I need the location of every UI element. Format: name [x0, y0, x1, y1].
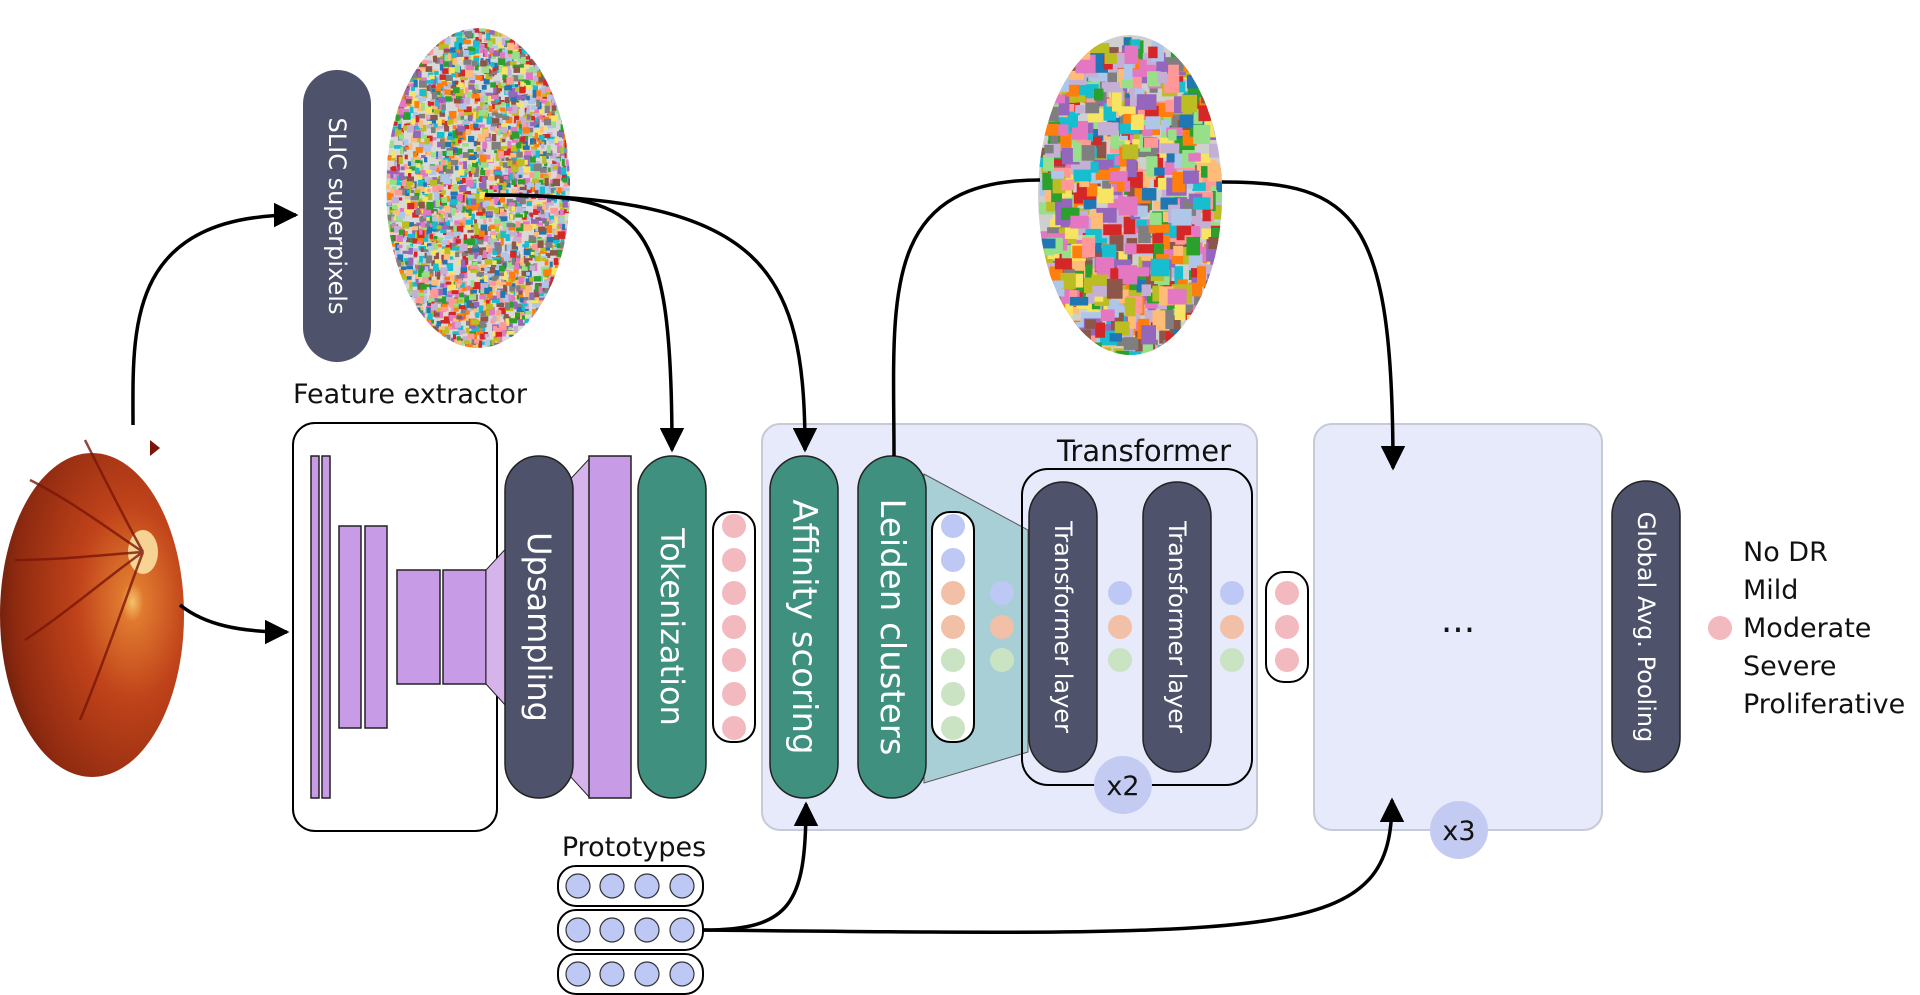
- prototype-rows: [557, 865, 704, 995]
- transformer-layer-2-label: Transformer layer: [1163, 520, 1191, 733]
- transformer-label: Transformer: [1056, 434, 1231, 468]
- arrow-fundus-to-slic: [131, 202, 299, 426]
- pooled-tokens-2: [1108, 581, 1132, 672]
- global-avg-pooling-block: [1611, 480, 1681, 773]
- prototypes-label: Prototypes: [562, 832, 706, 863]
- x3-label: x3: [1442, 816, 1475, 847]
- global-avg-pooling-label: Global Avg. Pooling: [1632, 512, 1660, 743]
- slic-block: [303, 70, 371, 362]
- arrow-leiden-to-cluster-image: [891, 178, 1041, 457]
- pink-tokens: [722, 514, 746, 740]
- upsampling-block: [504, 455, 574, 799]
- superpixel-segmentation-image: [386, 28, 570, 348]
- encoder-layers: [310, 455, 487, 799]
- x2-label: x2: [1106, 771, 1139, 802]
- class-label: Moderate: [1743, 613, 1871, 644]
- class-label: Mild: [1743, 575, 1798, 606]
- slic-label: SLIC superpixels: [323, 118, 351, 315]
- x3-badge: [1430, 801, 1488, 859]
- transformer-layer-2: [1142, 481, 1212, 773]
- pooled-tokens-3: [1220, 581, 1244, 672]
- ellipsis: ...: [1441, 600, 1475, 641]
- arrow-prototypes-to-repeat: [702, 797, 1405, 934]
- arrow-cluster-image-to-repeat: [1221, 180, 1406, 471]
- pooled-tokens-1: [990, 581, 1014, 672]
- retina-fundus-image: [0, 439, 184, 777]
- affinity-block: [769, 455, 839, 799]
- class-list: No DR Mild Moderate Severe Proliferative: [1743, 537, 1905, 720]
- class-label: Proliferative: [1743, 689, 1905, 720]
- upsampled-layer: [588, 455, 632, 799]
- class-label: No DR: [1743, 537, 1828, 568]
- cluster-tokens: [941, 514, 965, 740]
- arrow-slic-to-affinity: [484, 193, 818, 453]
- upsampling-label: Upsampling: [520, 532, 558, 722]
- leiden-label: Leiden clusters: [872, 499, 912, 756]
- tokenization-label: Tokenization: [653, 527, 691, 726]
- output-token: [1708, 616, 1732, 640]
- feature-extractor-label: Feature extractor: [293, 379, 528, 410]
- transformer-layer-1-label: Transformer layer: [1049, 520, 1077, 733]
- transformer-layer-1: [1028, 481, 1098, 773]
- leiden-cluster-image: [1038, 35, 1222, 355]
- class-label: Severe: [1743, 651, 1836, 682]
- arrows: [131, 178, 1406, 934]
- x2-badge: [1094, 756, 1152, 814]
- arrow-fundus-to-extractor: [178, 603, 290, 645]
- tokenization-block: [637, 455, 707, 799]
- transformer-output-tokens: [1275, 581, 1299, 672]
- leiden-block: [857, 455, 927, 799]
- affinity-label: Affinity scoring: [784, 499, 824, 754]
